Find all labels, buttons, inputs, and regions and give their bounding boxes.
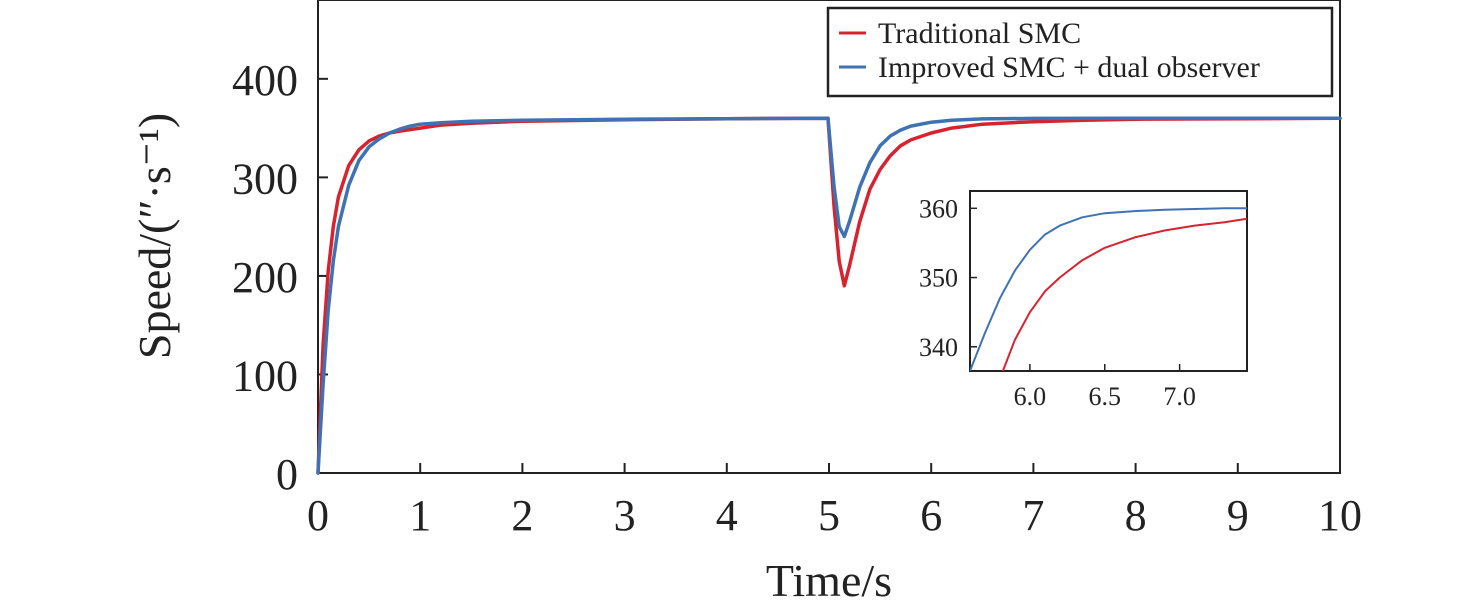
main-y-tick-label: 300 <box>232 154 298 203</box>
inset-chart: 6.0 6.5 7.0 340 350 360 <box>919 190 1248 411</box>
main-series-line-1 <box>316 116 1342 475</box>
main-x-axis: 0 1 2 3 4 5 6 7 8 9 10 <box>307 463 1362 540</box>
legend-box <box>826 6 1334 98</box>
inset-y-tick-label: 360 <box>919 194 958 223</box>
main-x-tick-label: 10 <box>1318 491 1362 540</box>
inset-x-axis: 6.0 6.5 7.0 <box>1014 364 1196 411</box>
inset-x-tick-label: 6.0 <box>1014 382 1047 411</box>
main-x-tick-label: 6 <box>920 491 942 540</box>
main-x-tick-label: 8 <box>1125 491 1147 540</box>
inset-series-line-0 <box>1001 217 1247 371</box>
inset-x-tick-label: 6.5 <box>1089 382 1122 411</box>
inset-y-tick-label: 340 <box>919 333 958 362</box>
main-y-tick-label: 0 <box>276 450 298 499</box>
main-y-tick-label: 200 <box>232 253 298 302</box>
inset-y-axis: 340 350 360 <box>919 194 977 362</box>
legend-label-traditional: Traditional SMC <box>878 17 1081 50</box>
main-x-tick-label: 4 <box>716 491 738 540</box>
inset-series-line-1 <box>970 207 1247 371</box>
main-x-tick-label: 1 <box>409 491 431 540</box>
legend: Traditional SMC Improved SMC + dual obse… <box>826 6 1334 98</box>
main-y-tick-label: 100 <box>232 351 298 400</box>
main-x-tick-label: 2 <box>511 491 533 540</box>
inset-plot-frame <box>969 190 1248 372</box>
inset-x-tick-label: 7.0 <box>1163 382 1196 411</box>
y-axis-title: Speed/(″·s⁻¹) <box>129 113 180 359</box>
legend-label-improved: Improved SMC + dual observer <box>878 51 1260 84</box>
inset-series-group <box>970 207 1247 371</box>
main-y-tick-label: 400 <box>232 56 298 105</box>
inset-y-tick-label: 350 <box>919 264 958 293</box>
main-x-tick-label: 9 <box>1227 491 1249 540</box>
x-axis-title: Time/s <box>766 555 892 606</box>
main-x-tick-label: 7 <box>1022 491 1044 540</box>
main-y-axis: 0 100 200 300 400 <box>232 56 328 499</box>
main-series-group <box>316 116 1342 475</box>
main-x-tick-label: 5 <box>818 491 840 540</box>
main-x-tick-label: 3 <box>614 491 636 540</box>
main-x-tick-label: 0 <box>307 491 329 540</box>
